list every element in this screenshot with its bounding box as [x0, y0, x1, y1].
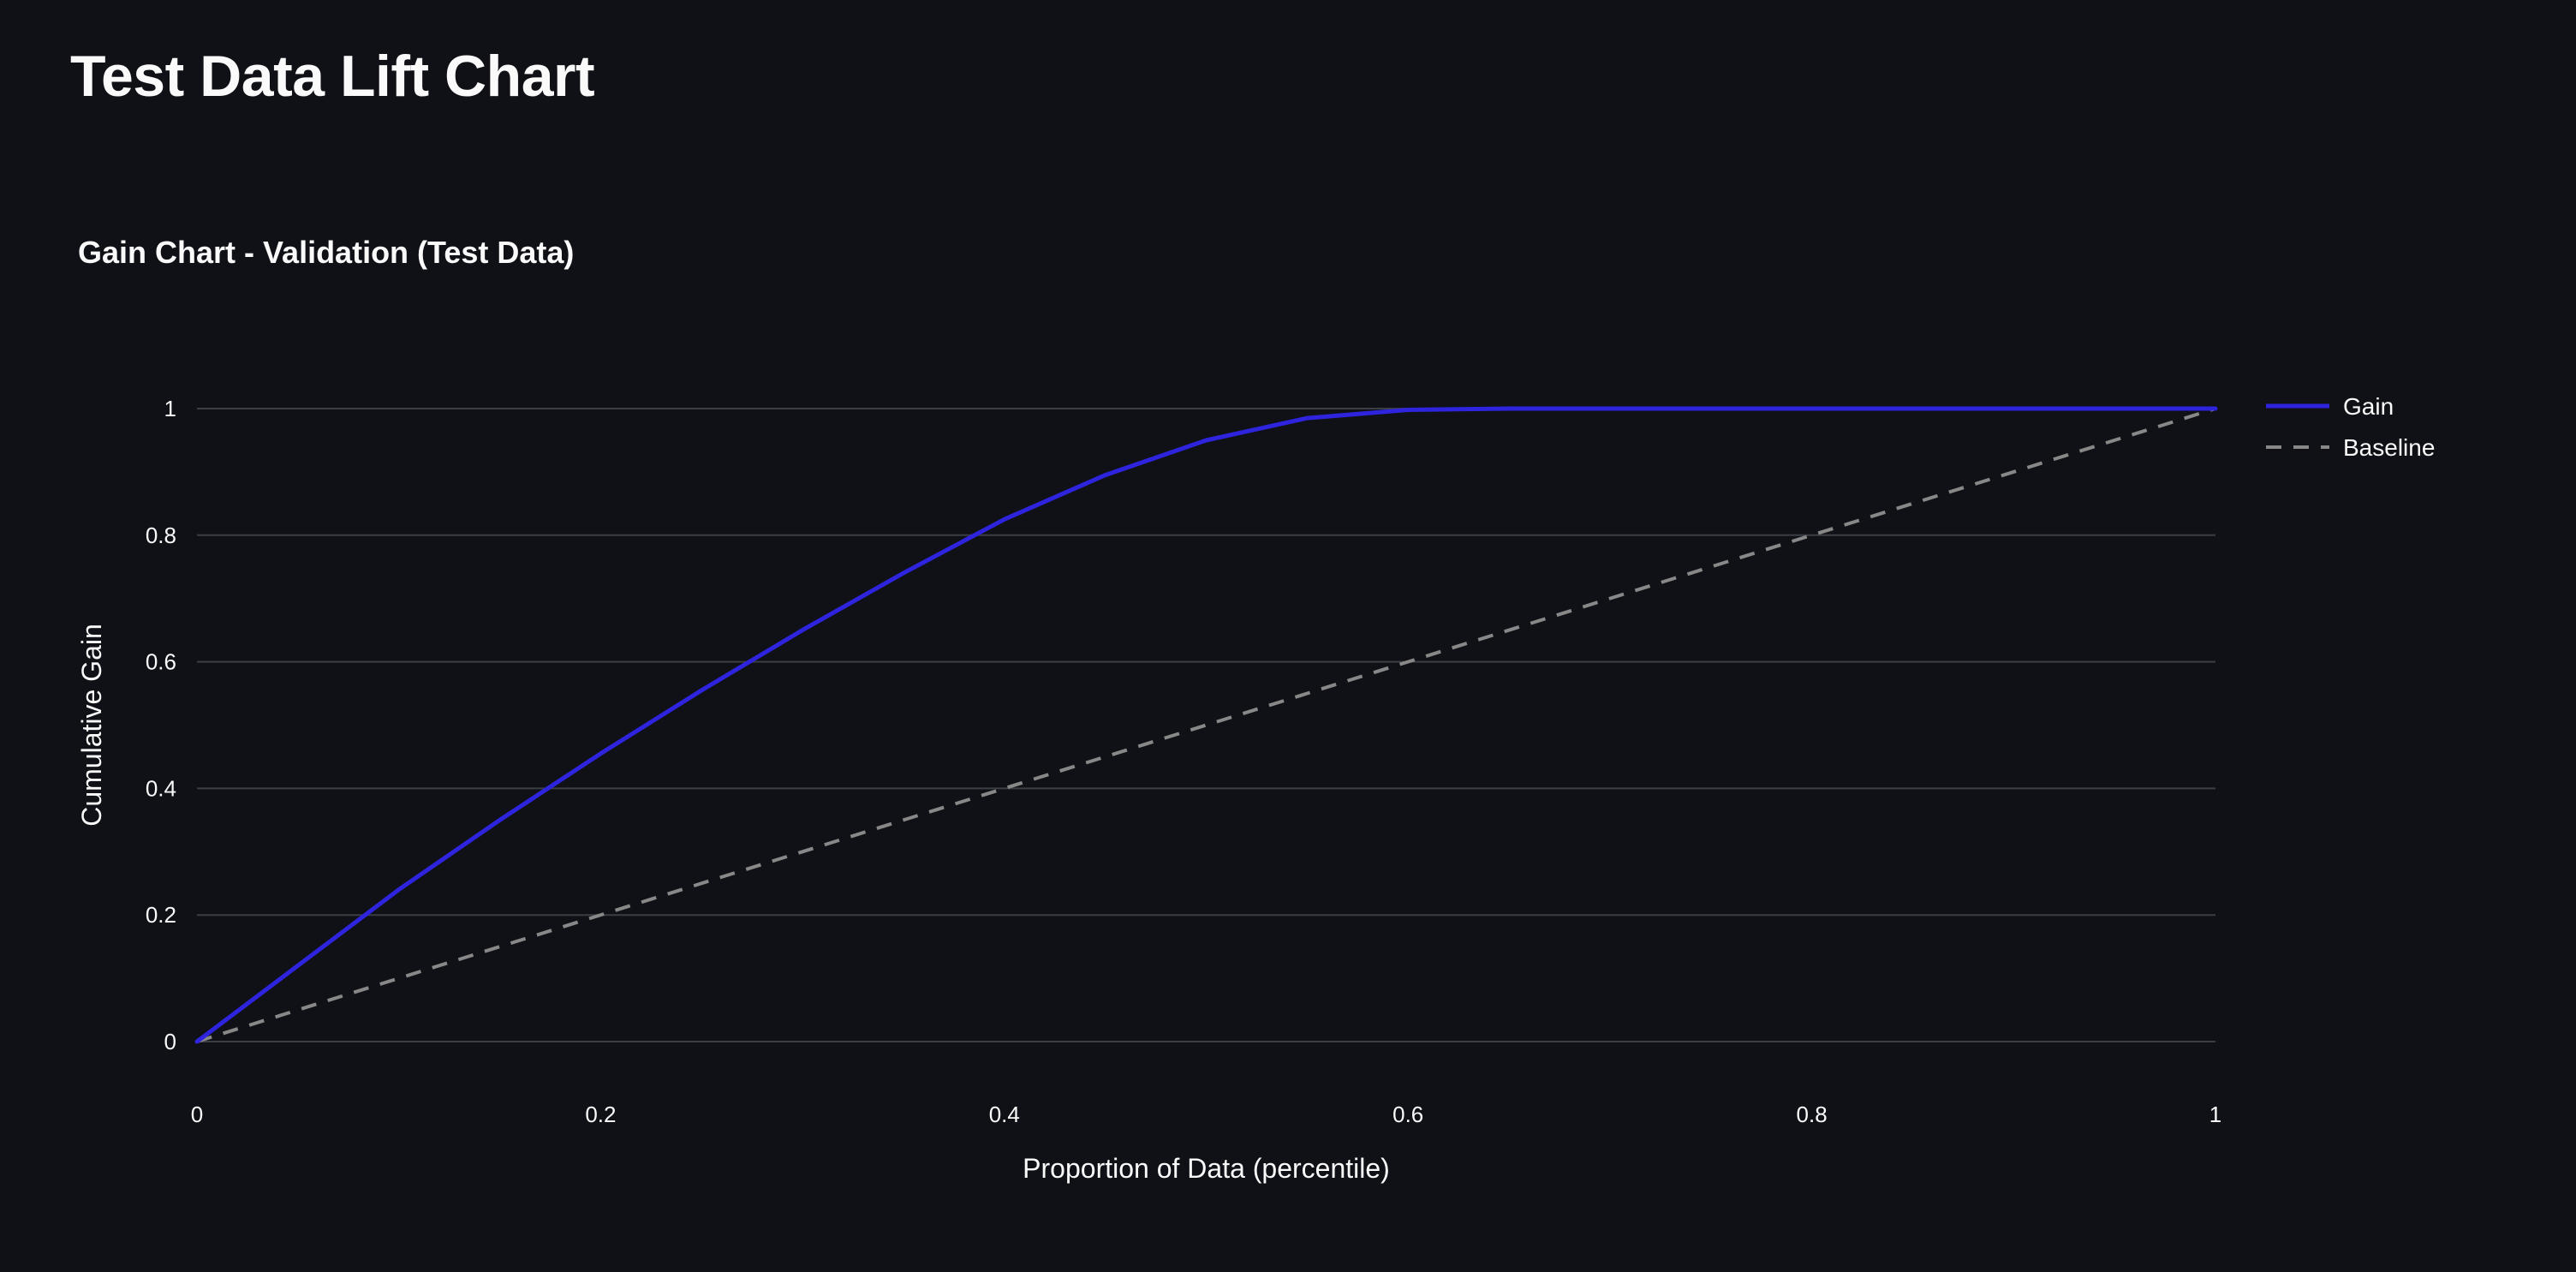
legend-item-gain[interactable]: Gain — [2266, 393, 2394, 420]
legend[interactable]: Gain Baseline — [2266, 393, 2435, 461]
series-layer — [194, 406, 2218, 1044]
x-tick-label: 0 — [191, 1102, 203, 1127]
y-tick-label: 0.4 — [146, 775, 176, 801]
x-tick-label: 0.8 — [1797, 1102, 1828, 1127]
y-tick-label: 0.8 — [146, 523, 176, 548]
x-tick-label: 0.4 — [989, 1102, 1020, 1127]
legend-label: Gain — [2343, 393, 2394, 420]
chart-title: Gain Chart - Validation (Test Data) — [78, 235, 574, 270]
legend-item-baseline[interactable]: Baseline — [2266, 434, 2435, 461]
x-axis-ticks: 0 0.2 0.4 0.6 0.8 1 — [191, 1102, 2221, 1127]
y-tick-label: 0.6 — [146, 649, 176, 675]
y-axis-label: Cumulative Gain — [76, 624, 107, 827]
x-tick-label: 1 — [2209, 1102, 2221, 1127]
series-line-baseline — [196, 407, 2216, 1043]
legend-label: Baseline — [2343, 434, 2435, 461]
y-tick-label: 1 — [164, 396, 176, 421]
grid-layer — [197, 408, 2215, 1042]
x-tick-label: 0.6 — [1392, 1102, 1423, 1127]
x-tick-label: 0.2 — [585, 1102, 616, 1127]
y-axis-ticks: 0 0.2 0.4 0.6 0.8 1 — [146, 396, 176, 1054]
page-title: Test Data Lift Chart — [70, 44, 595, 109]
y-tick-label: 0.2 — [146, 902, 176, 928]
x-axis-label: Proportion of Data (percentile) — [1023, 1153, 1390, 1184]
y-tick-label: 0 — [164, 1029, 176, 1054]
series-line-gain — [194, 406, 2218, 1044]
